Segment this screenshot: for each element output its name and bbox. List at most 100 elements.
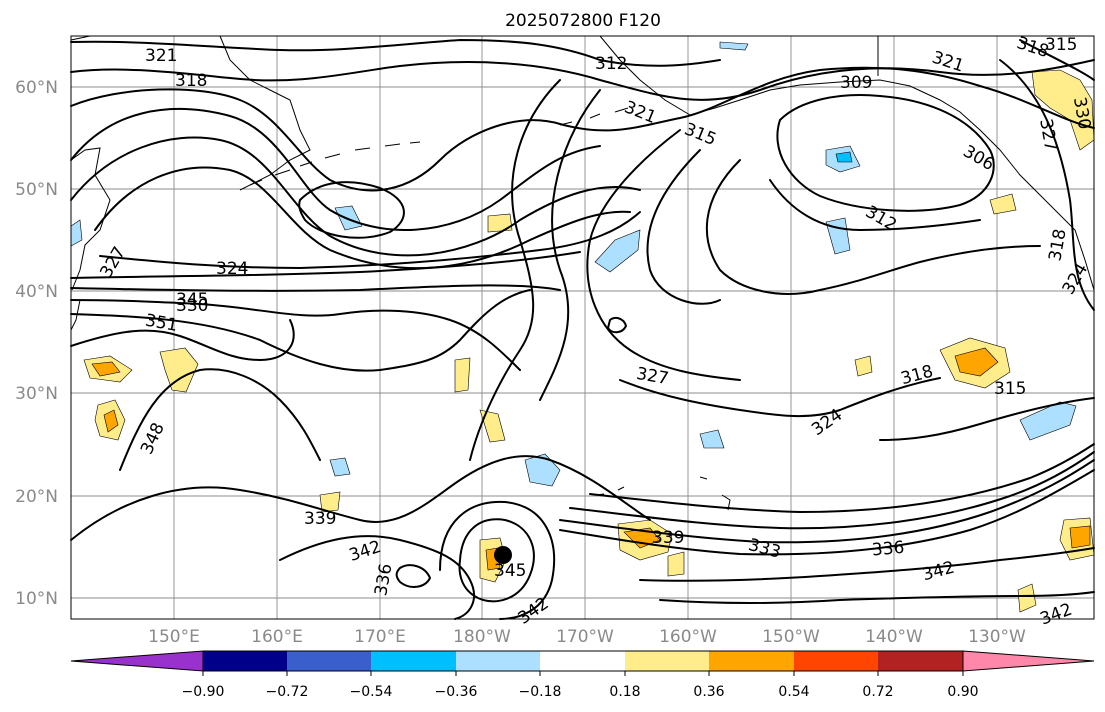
colorbar-tick-label: 0.18 xyxy=(609,684,640,700)
colorbar-tick-label: 0.36 xyxy=(693,684,724,700)
contour-label: 309 xyxy=(840,73,872,93)
positive-patch xyxy=(319,491,341,513)
colorbar-segment xyxy=(878,651,963,671)
lat-label: 60°N xyxy=(15,78,58,98)
latitude-labels: 60°N 50°N 40°N 30°N 20°N 10°N xyxy=(15,78,58,609)
contour-label: 330 xyxy=(176,296,208,316)
positive-patch xyxy=(1017,583,1037,613)
colorbar-segment xyxy=(625,651,709,671)
contour-line xyxy=(99,211,641,269)
contour-line xyxy=(539,89,601,401)
lon-label: 150°W xyxy=(762,627,820,647)
negative-patch xyxy=(594,229,641,273)
contour-line xyxy=(70,289,531,372)
lon-label: 130°W xyxy=(968,627,1026,647)
positive-patch xyxy=(103,409,119,433)
positive-patch xyxy=(854,355,873,377)
contour-label: 324 xyxy=(216,259,248,279)
contour-line xyxy=(607,317,627,334)
positive-patch xyxy=(479,409,506,443)
positive-patch xyxy=(1069,525,1091,549)
contour-line xyxy=(879,397,1095,441)
kamchatka-coast xyxy=(219,35,311,191)
contour-line xyxy=(559,469,1095,556)
colorbar-min-extend xyxy=(70,650,204,672)
alaska-coast xyxy=(599,35,1095,291)
colorbar-tick-label: 0.54 xyxy=(778,684,809,700)
lon-label: 170°W xyxy=(556,627,614,647)
contour-label: 318 xyxy=(175,71,207,91)
colorbar-tick-label: 0.90 xyxy=(947,684,978,700)
longitude-labels: 150°E 160°E 170°E 180°W 170°W 160°W 150°… xyxy=(148,627,1026,647)
asia-coast xyxy=(70,35,111,331)
contour-label: 339 xyxy=(652,528,684,548)
positive-patch xyxy=(1031,69,1095,151)
contour-label: 336 xyxy=(871,538,905,561)
contour-line xyxy=(586,129,741,381)
contour-line xyxy=(769,179,981,231)
contour-line xyxy=(70,66,1095,192)
lat-label: 30°N xyxy=(15,384,58,404)
contour-label: 321 xyxy=(145,46,177,66)
positive-patch xyxy=(487,213,513,233)
negative-patch xyxy=(334,205,363,231)
contour-line xyxy=(70,39,721,67)
contour-line xyxy=(589,443,1095,513)
contour-line xyxy=(439,500,556,620)
map-border xyxy=(70,35,1095,620)
contour-line xyxy=(70,107,601,231)
contour-line xyxy=(70,251,581,279)
lon-label: 160°W xyxy=(659,627,717,647)
colorbar-tick-label: −0.54 xyxy=(350,684,393,700)
contour-line xyxy=(569,451,1095,530)
lon-label: 150°E xyxy=(148,627,200,647)
contour-line xyxy=(70,136,641,257)
colorbar: −0.90 −0.72 −0.54 −0.36 −0.18 0.18 0.36 … xyxy=(70,650,1095,700)
contour-line xyxy=(70,299,521,371)
colorbar-segment xyxy=(794,651,878,671)
negative-patch xyxy=(329,457,351,477)
negative-patch xyxy=(699,429,725,449)
map-panel: 321 318 312 309 321 318 315 321 315 327 … xyxy=(70,33,1095,630)
lat-label: 50°N xyxy=(15,180,58,200)
positive-patch xyxy=(954,347,999,377)
contour-line xyxy=(776,94,995,212)
contour-label: 312 xyxy=(595,54,627,74)
colorbar-tick-label: −0.90 xyxy=(182,684,225,700)
contour-line xyxy=(639,547,1095,582)
contour-lines xyxy=(70,39,1095,620)
contour-line xyxy=(279,535,475,620)
lon-label: 140°W xyxy=(865,627,923,647)
colorbar-segment xyxy=(371,651,456,671)
colorbar-max-extend xyxy=(962,650,1095,672)
colorbar-segment xyxy=(709,651,794,671)
contour-line xyxy=(119,368,321,471)
colorbar-segment xyxy=(203,651,287,671)
contour-line xyxy=(659,591,1095,604)
lat-label: 10°N xyxy=(15,589,58,609)
negative-patch xyxy=(719,41,749,51)
colorbar-tick-label: 0.72 xyxy=(862,684,893,700)
contour-line xyxy=(70,319,295,361)
negative-patch xyxy=(835,151,853,163)
colorbar-segment xyxy=(287,651,371,671)
contour-label: 315 xyxy=(1045,35,1077,55)
positive-patch xyxy=(989,193,1017,215)
contour-line xyxy=(469,79,561,461)
colorbar-tick-label: −0.72 xyxy=(266,684,309,700)
lon-label: 180°W xyxy=(453,627,511,647)
colorbar-segment xyxy=(540,651,625,671)
colorbar-tick-label: −0.36 xyxy=(435,684,478,700)
positive-patch xyxy=(159,347,199,393)
contour-line xyxy=(646,149,721,305)
map-title: 2025072800 F120 xyxy=(505,11,661,31)
lat-label: 40°N xyxy=(15,282,58,302)
contour-line xyxy=(559,459,1095,544)
contour-label: 345 xyxy=(176,290,208,310)
shaded-anomaly-patches xyxy=(70,41,1095,613)
colorbar-segment xyxy=(456,651,540,671)
contour-line xyxy=(999,59,1095,311)
contour-line xyxy=(458,518,535,603)
lon-label: 160°E xyxy=(251,627,303,647)
